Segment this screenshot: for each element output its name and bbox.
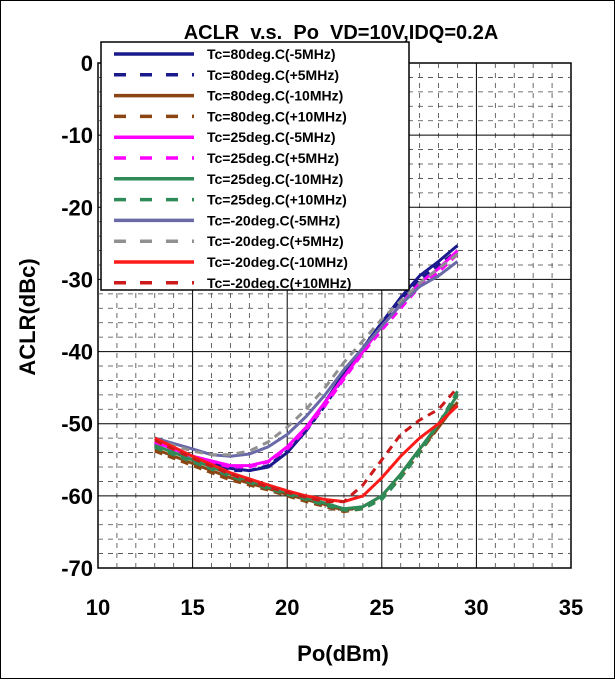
legend-label: Tc=80deg.C(-5MHz) [207, 46, 335, 62]
x-tick-label: 35 [559, 595, 583, 620]
tick-labels: 10 15 20 25 30 35 0 -10 -20 -30 -40 -50 -60 -70 [61, 51, 583, 620]
legend-label: Tc=-20deg.C(-5MHz) [207, 212, 340, 228]
legend-label: Tc=80deg.C(+5MHz) [207, 67, 339, 83]
legend-box [100, 41, 410, 291]
y-tick-label: -10 [61, 123, 93, 148]
legend-label: Tc=25deg.C(+10MHz) [207, 192, 347, 208]
y-tick-label: -40 [61, 340, 93, 365]
legend-label: Tc=25deg.C(-5MHz) [207, 129, 335, 145]
y-tick-label: -30 [61, 267, 93, 292]
y-tick-label: 0 [81, 51, 93, 76]
x-axis-label: Po(dBm) [297, 641, 389, 666]
legend-label: Tc=80deg.C(+10MHz) [207, 108, 347, 124]
series-line [154, 390, 459, 512]
x-tick-label: 10 [86, 595, 110, 620]
series-line [154, 260, 459, 458]
legend-label: Tc=-20deg.C(+5MHz) [207, 233, 344, 249]
legend: Tc=80deg.C(-5MHz) Tc=80deg.C(+5MHz) Tc=80d… [100, 41, 410, 291]
y-axis-label: ACLR(dBc) [15, 258, 40, 375]
series-line [154, 386, 459, 504]
y-tick-label: -70 [61, 556, 93, 581]
series-lines [154, 244, 459, 514]
y-tick-label: -20 [61, 195, 93, 220]
legend-label: Tc=80deg.C(-10MHz) [207, 88, 343, 104]
series-line [154, 253, 459, 457]
y-tick-label: -60 [61, 484, 93, 509]
legend-label: Tc=-20deg.C(-10MHz) [207, 254, 348, 270]
legend-label: Tc=25deg.C(+5MHz) [207, 150, 339, 166]
x-tick-label: 20 [275, 595, 299, 620]
x-tick-label: 15 [180, 595, 204, 620]
x-tick-label: 25 [370, 595, 394, 620]
series-line [154, 397, 459, 514]
y-tick-label: -50 [61, 412, 93, 437]
legend-label: Tc=-20deg.C(+10MHz) [207, 275, 351, 291]
chart-title: ACLR v.s. Po VD=10V,IDQ=0.2A [184, 22, 499, 44]
legend-label: Tc=25deg.C(-10MHz) [207, 171, 343, 187]
x-tick-label: 30 [464, 595, 488, 620]
